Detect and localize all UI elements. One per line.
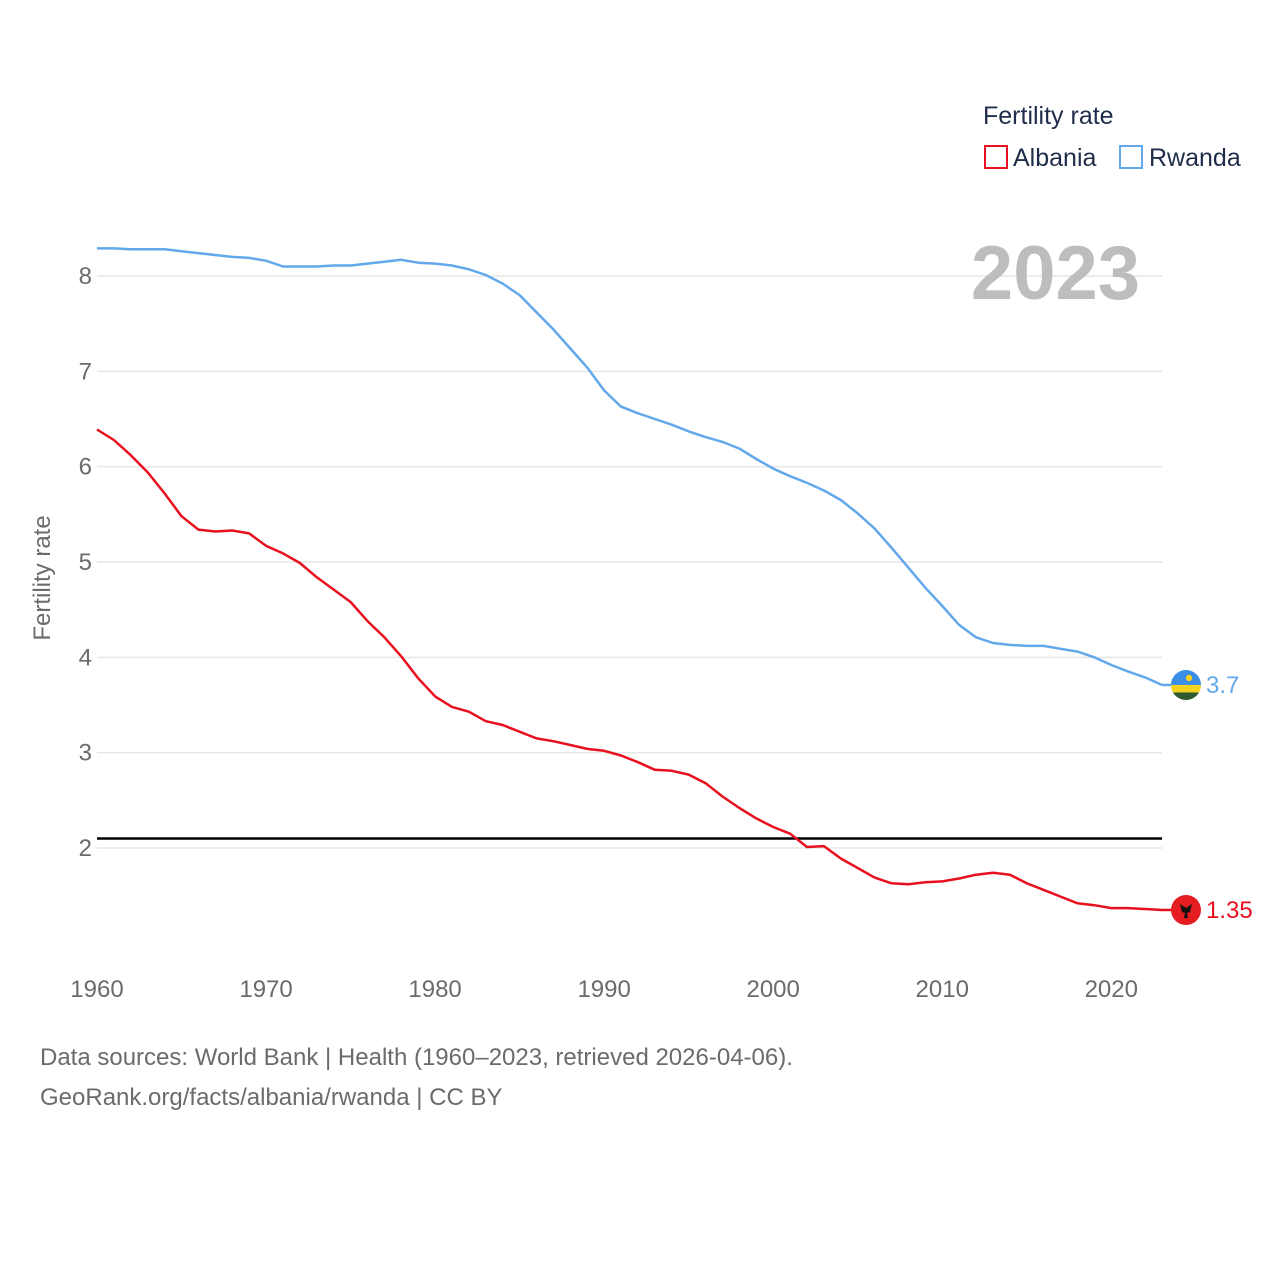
x-tick-label-1970: 1970 bbox=[239, 976, 292, 1003]
y-tick-label-5: 5 bbox=[79, 549, 92, 576]
attribution-line: GeoRank.org/facts/albania/rwanda | CC BY bbox=[40, 1084, 503, 1111]
legend-item-albania[interactable]: Albania bbox=[984, 144, 1096, 172]
legend[interactable]: Fertility rate Albania Rwanda bbox=[983, 102, 1241, 172]
end-value-label-albania: 1.35 bbox=[1206, 897, 1253, 924]
x-tick-label-1990: 1990 bbox=[577, 976, 630, 1003]
x-axis-ticks: 1960 1970 1980 1990 2000 2010 2020 bbox=[70, 976, 1138, 1003]
end-value-label-rwanda: 3.7 bbox=[1206, 672, 1239, 699]
legend-item-rwanda[interactable]: Rwanda bbox=[1119, 144, 1241, 172]
legend-label-rwanda: Rwanda bbox=[1149, 144, 1241, 172]
x-tick-label-1980: 1980 bbox=[408, 976, 461, 1003]
legend-swatch-rwanda bbox=[1119, 145, 1143, 169]
y-tick-label-8: 8 bbox=[79, 263, 92, 290]
legend-title: Fertility rate bbox=[983, 102, 1114, 130]
rwanda-flag-icon bbox=[1171, 669, 1201, 700]
y-tick-label-7: 7 bbox=[79, 358, 92, 385]
series-line-rwanda bbox=[97, 247, 1163, 687]
legend-swatch-albania bbox=[984, 145, 1008, 169]
x-tick-label-2000: 2000 bbox=[746, 976, 799, 1003]
x-tick-label-2020: 2020 bbox=[1085, 976, 1138, 1003]
end-markers: 1.35 3.7 bbox=[1162, 669, 1253, 925]
series-line-albania bbox=[96, 428, 1163, 912]
y-tick-label-6: 6 bbox=[79, 454, 92, 481]
x-tick-label-1960: 1960 bbox=[70, 976, 123, 1003]
source-line: Data sources: World Bank | Health (1960–… bbox=[40, 1044, 793, 1071]
legend-label-albania: Albania bbox=[1013, 144, 1096, 172]
y-tick-label-3: 3 bbox=[79, 740, 92, 767]
grid-lines bbox=[97, 275, 1162, 849]
series-lines bbox=[96, 247, 1163, 912]
y-axis-label: Fertility rate bbox=[29, 515, 56, 640]
y-tick-label-4: 4 bbox=[79, 644, 92, 671]
albania-flag-icon bbox=[1171, 894, 1201, 925]
x-tick-label-2010: 2010 bbox=[916, 976, 969, 1003]
year-watermark: 2023 bbox=[971, 231, 1140, 316]
y-tick-label-2: 2 bbox=[79, 835, 92, 862]
y-axis-ticks: 2 3 4 5 6 7 8 bbox=[79, 263, 92, 862]
